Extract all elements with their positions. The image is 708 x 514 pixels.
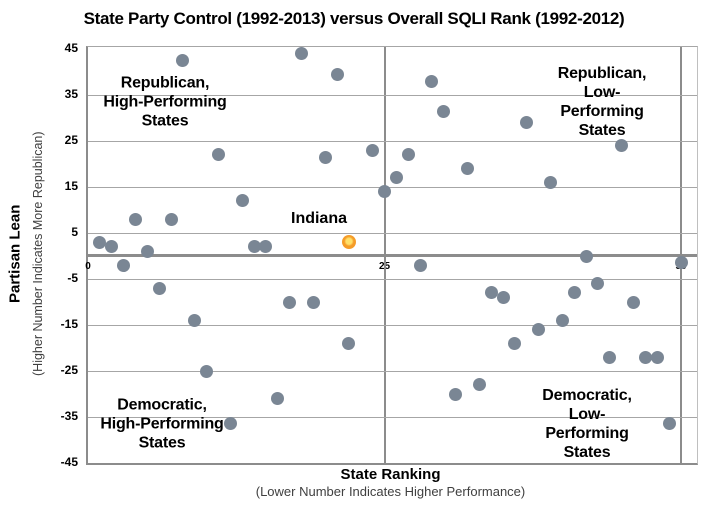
highlight-point-label: Indiana (290, 210, 348, 227)
y-tick-label: 35 (64, 87, 78, 101)
data-point (283, 295, 297, 309)
data-point (401, 148, 415, 162)
data-point (152, 281, 166, 295)
gridline-y--5 (88, 278, 697, 280)
data-point (235, 194, 249, 208)
data-point (496, 290, 510, 304)
highlight-point-indiana (341, 235, 356, 250)
data-point (437, 104, 451, 118)
data-point (484, 286, 498, 300)
data-point (318, 150, 332, 164)
zero-axis-line (88, 254, 697, 257)
data-point (105, 240, 119, 254)
data-point (188, 313, 202, 327)
data-point (247, 240, 261, 254)
data-point (271, 392, 285, 406)
data-point (128, 212, 142, 226)
data-point (413, 258, 427, 272)
data-point (200, 364, 214, 378)
y-tick-label: -35 (60, 409, 78, 423)
data-point (294, 47, 308, 61)
gridline-x-25 (383, 47, 386, 463)
data-point (211, 148, 225, 162)
data-point (627, 295, 641, 309)
data-point (591, 277, 605, 291)
y-axis-subtitle: (Higher Number Indicates More Republican… (31, 131, 45, 377)
data-point (389, 171, 403, 185)
data-point (662, 417, 676, 431)
y-tick-label: -5 (67, 271, 78, 285)
data-point (555, 313, 569, 327)
data-point (164, 212, 178, 226)
data-point (176, 54, 190, 67)
data-point (425, 74, 439, 88)
data-point (140, 244, 154, 258)
data-point (472, 378, 486, 392)
y-axis-title: Partisan Lean (6, 204, 24, 304)
x-tick-label: 0 (85, 261, 91, 272)
gridline-x-50 (680, 47, 682, 463)
y-tick-label: 5 (71, 225, 78, 239)
gridline-y--15 (88, 324, 697, 326)
gridline-y-15 (88, 186, 697, 188)
data-point (532, 323, 546, 337)
data-point (449, 387, 463, 401)
gridline-y--35 (88, 416, 697, 418)
data-point (650, 350, 664, 364)
plot-area: 50250 Republican, High-Performing States… (85, 46, 698, 465)
quadrant-label-democratic-high: Democratic, High-Performing States (100, 396, 224, 452)
data-point (603, 350, 617, 364)
x-axis-subtitle: (Lower Number Indicates Higher Performan… (255, 484, 526, 499)
data-point (223, 417, 237, 431)
y-tick-label: -45 (60, 455, 78, 469)
data-point (544, 175, 558, 189)
data-point (461, 162, 475, 176)
y-tick-label: 15 (64, 179, 78, 193)
y-tick-label: 45 (64, 41, 78, 55)
gridline-y-5 (88, 232, 697, 234)
y-tick-label: 25 (64, 133, 78, 147)
quadrant-label-republican-high: Republican, High-Performing States (103, 74, 227, 130)
data-point (117, 258, 131, 272)
data-point (674, 256, 688, 270)
data-point (366, 143, 380, 157)
data-point (342, 336, 356, 350)
data-point (306, 295, 320, 309)
data-point (567, 286, 581, 300)
data-point (259, 240, 273, 254)
quadrant-label-republican-low: Republican, Low-Performing States (557, 65, 647, 139)
quadrant-label-democratic-low: Democratic, Low-Performing States (542, 387, 632, 461)
data-point (508, 336, 522, 350)
data-point (93, 235, 107, 249)
gridline-y--25 (88, 370, 697, 372)
gridline-y-35 (88, 94, 697, 96)
data-point (638, 350, 652, 364)
chart-title: State Party Control (1992-2013) versus O… (83, 9, 625, 28)
data-point (579, 249, 593, 263)
data-point (330, 67, 344, 81)
y-tick-label: -15 (60, 317, 78, 331)
data-point (520, 116, 534, 130)
y-tick-label: -25 (60, 363, 78, 377)
gridline-y-25 (88, 140, 697, 142)
x-axis-title: State Ranking (340, 466, 441, 483)
data-point (615, 139, 629, 153)
data-point (378, 185, 391, 199)
